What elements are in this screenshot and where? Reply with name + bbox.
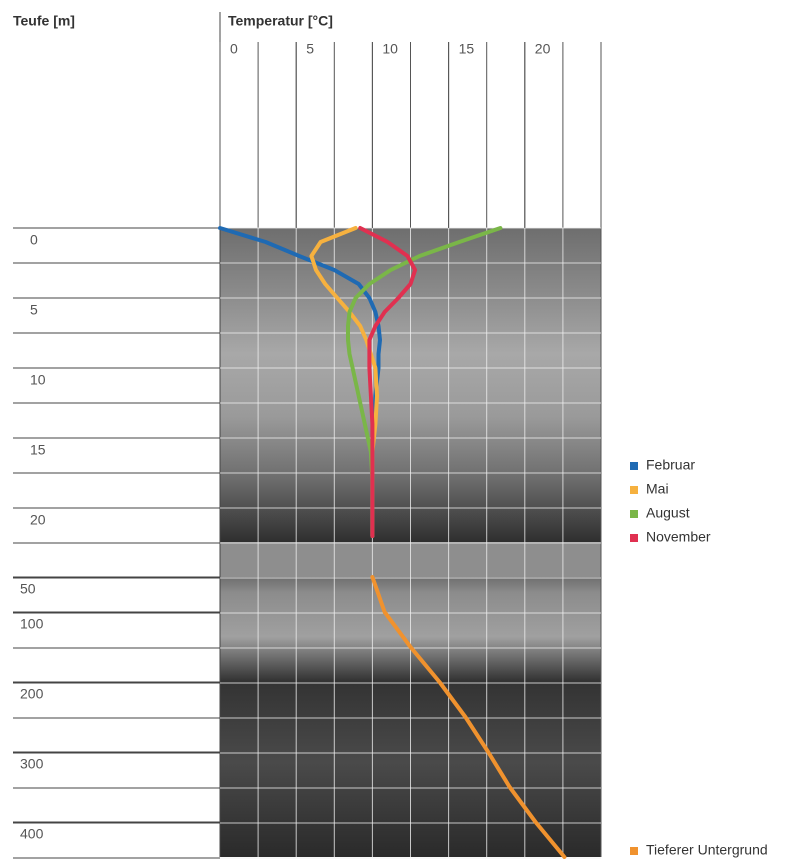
legend-swatch xyxy=(630,486,638,494)
y-tick-label: 5 xyxy=(30,302,38,318)
legend-label: August xyxy=(646,505,690,521)
y-tick-label: 400 xyxy=(20,826,44,842)
legend-label: Tieferer Untergrund xyxy=(646,842,768,858)
legend-label: Mai xyxy=(646,481,669,497)
y-tick-label: 20 xyxy=(30,512,46,528)
y-tick-label: 10 xyxy=(30,372,46,388)
y-tick-label: 50 xyxy=(20,581,36,597)
legend-swatch xyxy=(630,847,638,855)
page: Teufe [m] Temperatur [°C] 05101520051015… xyxy=(0,0,800,859)
y-tick-label: 100 xyxy=(20,616,44,632)
y-tick-label: 0 xyxy=(30,232,38,248)
legend-label: Februar xyxy=(646,457,695,473)
x-tick-label: 5 xyxy=(306,41,314,57)
legend-swatch xyxy=(630,462,638,470)
y-axis-title: Teufe [m] xyxy=(13,13,75,29)
y-tick-label: 15 xyxy=(30,442,46,458)
x-tick-label: 0 xyxy=(230,41,238,57)
x-tick-label: 10 xyxy=(382,41,398,57)
x-tick-label: 20 xyxy=(535,41,551,57)
legend-label: November xyxy=(646,529,711,545)
chart: Teufe [m] Temperatur [°C] 05101520051015… xyxy=(0,0,800,859)
chart-title: Temperatur [°C] xyxy=(228,13,333,29)
y-tick-label: 200 xyxy=(20,686,44,702)
legend-swatch xyxy=(630,510,638,518)
x-tick-label: 15 xyxy=(459,41,475,57)
y-tick-label: 300 xyxy=(20,756,44,772)
legend-swatch xyxy=(630,534,638,542)
